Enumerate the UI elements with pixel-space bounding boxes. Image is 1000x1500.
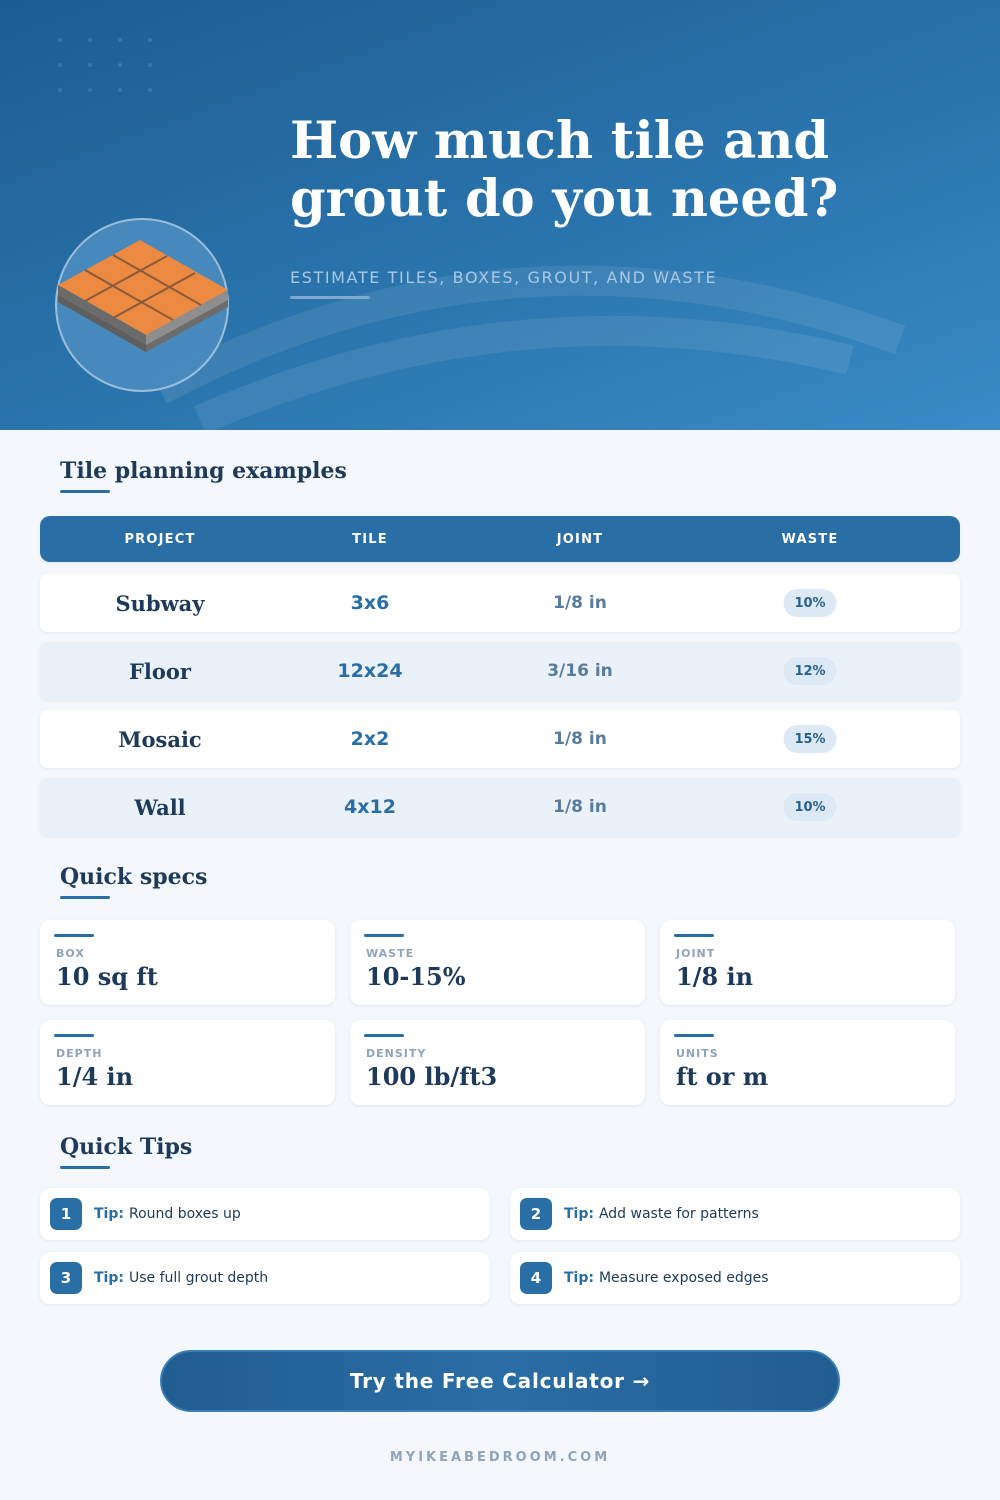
spec-value: 1/4 in: [56, 1062, 134, 1091]
table-row: Mosaic 2x2 1/8 in 15%: [40, 710, 960, 768]
table-row: Wall 4x12 1/8 in 10%: [40, 778, 960, 836]
tip-text: Add waste for patterns: [598, 1206, 759, 1222]
table-cell: Wall: [134, 794, 186, 820]
spec-label: BOX: [56, 947, 85, 960]
table-cell: 1/8 in: [553, 593, 607, 613]
accent-bar: [60, 490, 110, 493]
waste-badge: 12%: [783, 657, 837, 685]
spec-label: DENSITY: [366, 1047, 427, 1060]
tip-line: Tip: Add waste for patterns: [564, 1188, 759, 1240]
table-cell: 1/8 in: [553, 797, 607, 817]
waste-badge: 15%: [783, 725, 837, 753]
spec-card: DEPTH 1/4 in: [40, 1020, 335, 1105]
tip-prefix: Tip:: [564, 1206, 594, 1222]
spec-card: WASTE 10-15%: [350, 920, 645, 1005]
waste-badge: 10%: [783, 793, 837, 821]
tip-prefix: Tip:: [94, 1270, 124, 1286]
tip-card: 4 Tip: Measure exposed edges: [510, 1252, 960, 1304]
tip-text: Round boxes up: [128, 1206, 241, 1222]
table-cell: 4x12: [344, 796, 396, 818]
tip-card: 3 Tip: Use full grout depth: [40, 1252, 490, 1304]
tip-line: Tip: Use full grout depth: [94, 1252, 268, 1304]
section-title: Quick specs: [60, 864, 208, 890]
column-header: WASTE: [781, 531, 839, 547]
tip-card: 1 Tip: Round boxes up: [40, 1188, 490, 1240]
column-header: JOINT: [556, 531, 604, 547]
hero: How much tile and grout do you need? EST…: [0, 0, 1000, 430]
tip-line: Tip: Round boxes up: [94, 1188, 241, 1240]
accent-bar: [60, 896, 110, 899]
spec-label: JOINT: [676, 947, 716, 960]
tip-number: 3: [50, 1262, 82, 1294]
table-cell: 2x2: [350, 728, 390, 750]
accent-bar: [54, 934, 94, 937]
footer: MYIKEABEDROOM.COM: [389, 1450, 611, 1465]
accent-bar: [674, 1034, 714, 1037]
tip-text: Use full grout depth: [128, 1270, 269, 1286]
table-header: PROJECT TILE JOINT WASTE: [40, 516, 960, 562]
spec-value: 100 lb/ft3: [366, 1062, 498, 1091]
tip-prefix: Tip:: [564, 1270, 594, 1286]
section-title: Quick Tips: [60, 1134, 193, 1160]
waste-badge: 10%: [783, 589, 837, 617]
spec-card: DENSITY 100 lb/ft3: [350, 1020, 645, 1105]
table-cell: Floor: [129, 658, 191, 684]
spec-card: JOINT 1/8 in: [660, 920, 955, 1005]
accent-bar: [364, 934, 404, 937]
tip-prefix: Tip:: [94, 1206, 124, 1222]
spec-label: WASTE: [366, 947, 415, 960]
spec-label: DEPTH: [56, 1047, 103, 1060]
accent-bar: [364, 1034, 404, 1037]
accent-bar: [674, 934, 714, 937]
table-row: Floor 12x24 3/16 in 12%: [40, 642, 960, 700]
spec-card: UNITS ft or m: [660, 1020, 955, 1105]
tip-card: 2 Tip: Add waste for patterns: [510, 1188, 960, 1240]
tip-text: Measure exposed edges: [598, 1270, 769, 1286]
title: How much tile and grout do you need?: [290, 111, 839, 229]
hero-decor: [55, 38, 906, 430]
spec-value: ft or m: [676, 1062, 769, 1091]
table-cell: Mosaic: [118, 726, 202, 752]
accent-bar: [60, 1166, 110, 1169]
tip-number: 1: [50, 1198, 82, 1230]
spec-value: 10 sq ft: [56, 962, 158, 991]
table-row: Subway 3x6 1/8 in 10%: [40, 574, 960, 632]
table-cell: 3x6: [350, 592, 390, 614]
spec-card: BOX 10 sq ft: [40, 920, 335, 1005]
cta-button[interactable]: Try the Free Calculator →: [160, 1350, 840, 1412]
tip-number: 2: [520, 1198, 552, 1230]
spec-label: UNITS: [676, 1047, 719, 1060]
table-cell: 1/8 in: [553, 729, 607, 749]
spec-value: 10-15%: [366, 962, 466, 991]
table-cell: Subway: [115, 590, 205, 616]
accent-bar: [290, 296, 370, 299]
subtitle: ESTIMATE TILES, BOXES, GROUT, AND WASTE: [290, 268, 718, 287]
tip-line: Tip: Measure exposed edges: [564, 1252, 769, 1304]
table-cell: 12x24: [337, 660, 403, 682]
accent-bar: [54, 1034, 94, 1037]
spec-value: 1/8 in: [676, 962, 754, 991]
section-title: Tile planning examples: [60, 458, 347, 484]
tip-number: 4: [520, 1262, 552, 1294]
column-header: PROJECT: [124, 531, 196, 547]
column-header: TILE: [352, 531, 388, 547]
table-cell: 3/16 in: [547, 661, 613, 681]
